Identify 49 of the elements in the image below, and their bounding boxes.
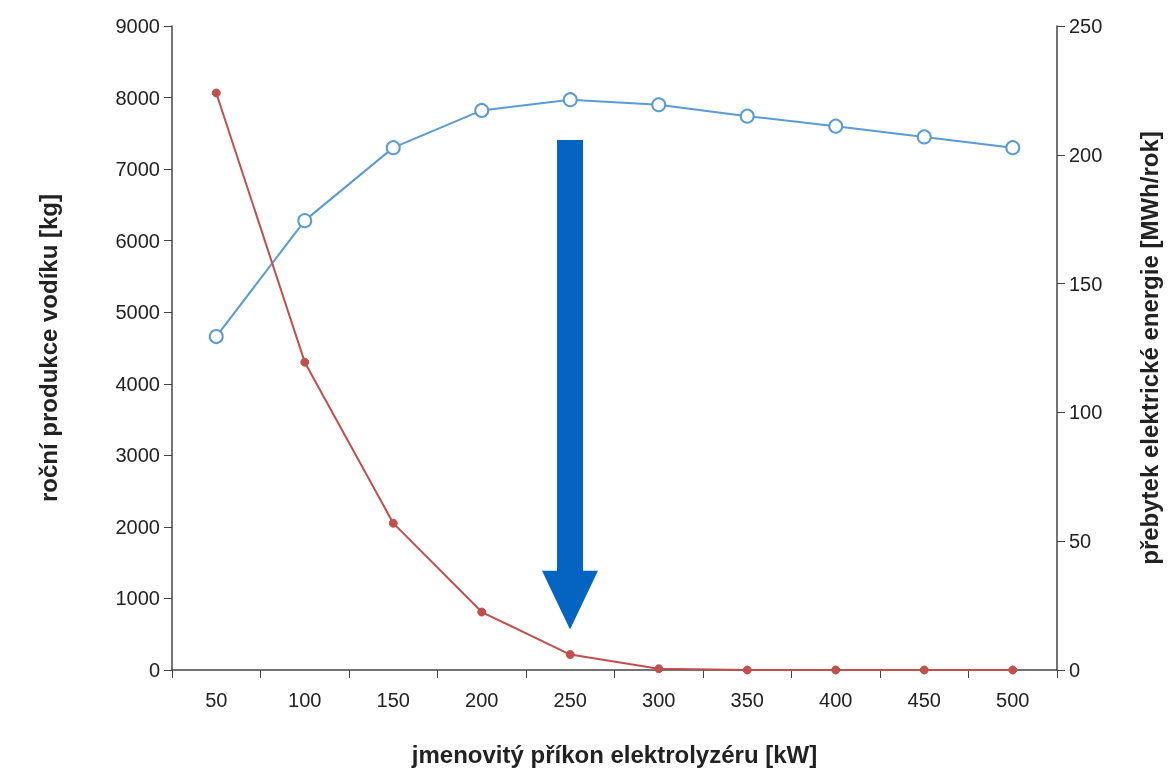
point [385,140,401,156]
point [742,665,752,675]
x-tick-label: 100 [288,689,322,711]
point [1005,140,1021,156]
point [831,665,841,675]
y2-tick-label: 100 [1069,401,1103,424]
y-tick-label: 6000 [115,229,160,252]
point [651,97,667,113]
y-tick-label: 8000 [115,86,160,109]
y-tick-label: 0 [148,659,160,681]
y2-tick-label: 150 [1069,272,1103,295]
x-tick-label: 300 [642,689,676,711]
y-axis-title: roční produkce vodíku [kg] [34,193,62,503]
point [1008,665,1018,675]
point [474,102,490,118]
x-tick-label: 150 [376,689,410,711]
point [208,329,224,345]
point [562,92,578,108]
y-tick-label: 4000 [115,372,160,395]
point [654,664,664,674]
y-tick-label: 5000 [115,301,160,324]
point [300,357,310,367]
y2-tick-label: 0 [1069,659,1081,681]
point [916,129,932,145]
y2-axis-title: přebytek elektrické energie [MWh/rok] [1135,131,1163,565]
x-tick-label: 450 [907,689,941,711]
x-tick-label: 250 [553,689,587,711]
x-tick-label: 200 [465,689,499,711]
y2-tick-label: 50 [1069,530,1092,553]
y2-tick-label: 250 [1069,15,1103,37]
point [828,118,844,134]
point [211,88,221,98]
point [388,518,398,528]
point [477,607,487,617]
y-tick-label: 2000 [115,515,160,538]
point [919,665,929,675]
x-tick-label: 500 [996,689,1030,711]
point [297,213,313,229]
y-tick-label: 1000 [115,587,160,610]
y-tick-label: 9000 [115,15,160,37]
x-tick-label: 400 [819,689,853,711]
y-tick-label: 3000 [115,444,160,467]
x-tick-label: 350 [730,689,764,711]
point [565,650,575,660]
y-tick-label: 7000 [115,158,160,181]
x-axis-title: jmenovitý příkon elektrolyzéru [kW] [410,740,818,768]
point [739,108,755,124]
x-tick-label: 50 [205,689,228,711]
y2-tick-label: 200 [1069,143,1103,166]
